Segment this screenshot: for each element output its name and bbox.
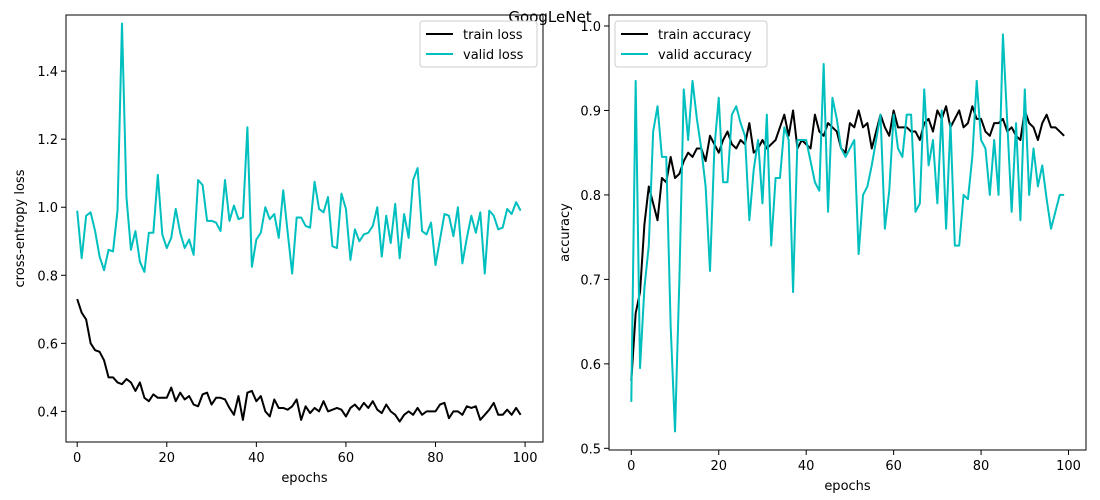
loss-y-tick-label: 0.6 xyxy=(37,337,58,352)
accuracy-legend-label-valid: valid accuracy xyxy=(658,48,752,63)
accuracy-y-tick-label: 0.9 xyxy=(580,104,601,119)
accuracy-chart-legend: train accuracy valid accuracy xyxy=(614,20,768,68)
loss-y-tick-label: 0.4 xyxy=(37,405,58,420)
accuracy-x-tick-label: 20 xyxy=(710,459,727,474)
loss-chart-xlabel: epochs xyxy=(281,471,328,486)
loss-x-tick-label: 0 xyxy=(73,451,81,466)
accuracy-legend-label-train: train accuracy xyxy=(658,28,751,43)
accuracy-chart-xlabel: epochs xyxy=(824,479,871,494)
accuracy-chart: epochs accuracy train accuracy valid acc… xyxy=(558,14,1087,494)
accuracy-series-train-line xyxy=(630,105,1065,381)
accuracy-y-tick-label: 1.0 xyxy=(580,20,601,35)
accuracy-y-tick-label: 0.7 xyxy=(580,273,601,288)
accuracy-y-tick-label: 0.6 xyxy=(580,358,601,373)
accuracy-legend-box xyxy=(614,20,768,68)
accuracy-series-valid-line xyxy=(630,33,1065,433)
loss-legend-label-train: train loss xyxy=(463,28,523,43)
loss-series-valid-line xyxy=(76,22,522,275)
accuracy-axes-frame xyxy=(608,14,1087,451)
accuracy-y-tick-label: 0.8 xyxy=(580,189,601,204)
accuracy-x-tick-label: 80 xyxy=(973,459,990,474)
loss-legend-box xyxy=(419,20,538,68)
loss-y-tick-label: 0.8 xyxy=(37,269,58,284)
loss-x-tick-label: 80 xyxy=(427,451,444,466)
loss-series-train-line xyxy=(76,298,522,423)
loss-x-tick-label: 100 xyxy=(513,451,538,466)
loss-legend-label-valid: valid loss xyxy=(463,48,524,63)
loss-x-tick-label: 20 xyxy=(159,451,176,466)
accuracy-x-tick-label: 60 xyxy=(885,459,902,474)
loss-axes-frame xyxy=(65,14,544,443)
loss-chart-legend: train loss valid loss xyxy=(419,20,538,68)
accuracy-x-tick-label: 40 xyxy=(798,459,815,474)
accuracy-chart-ylabel: accuracy xyxy=(558,203,573,262)
loss-y-tick-label: 1.2 xyxy=(37,133,58,148)
loss-x-tick-label: 40 xyxy=(248,451,265,466)
accuracy-y-tick-label: 0.5 xyxy=(580,442,601,457)
accuracy-x-tick-label: 100 xyxy=(1056,459,1081,474)
loss-y-tick-label: 1.0 xyxy=(37,201,58,216)
accuracy-x-tick-label: 0 xyxy=(627,459,635,474)
loss-y-tick-label: 1.4 xyxy=(37,65,58,80)
loss-x-tick-label: 60 xyxy=(338,451,355,466)
loss-chart-ylabel: cross-entropy loss xyxy=(13,169,28,287)
loss-chart: epochs cross-entropy loss train loss val… xyxy=(13,14,544,486)
